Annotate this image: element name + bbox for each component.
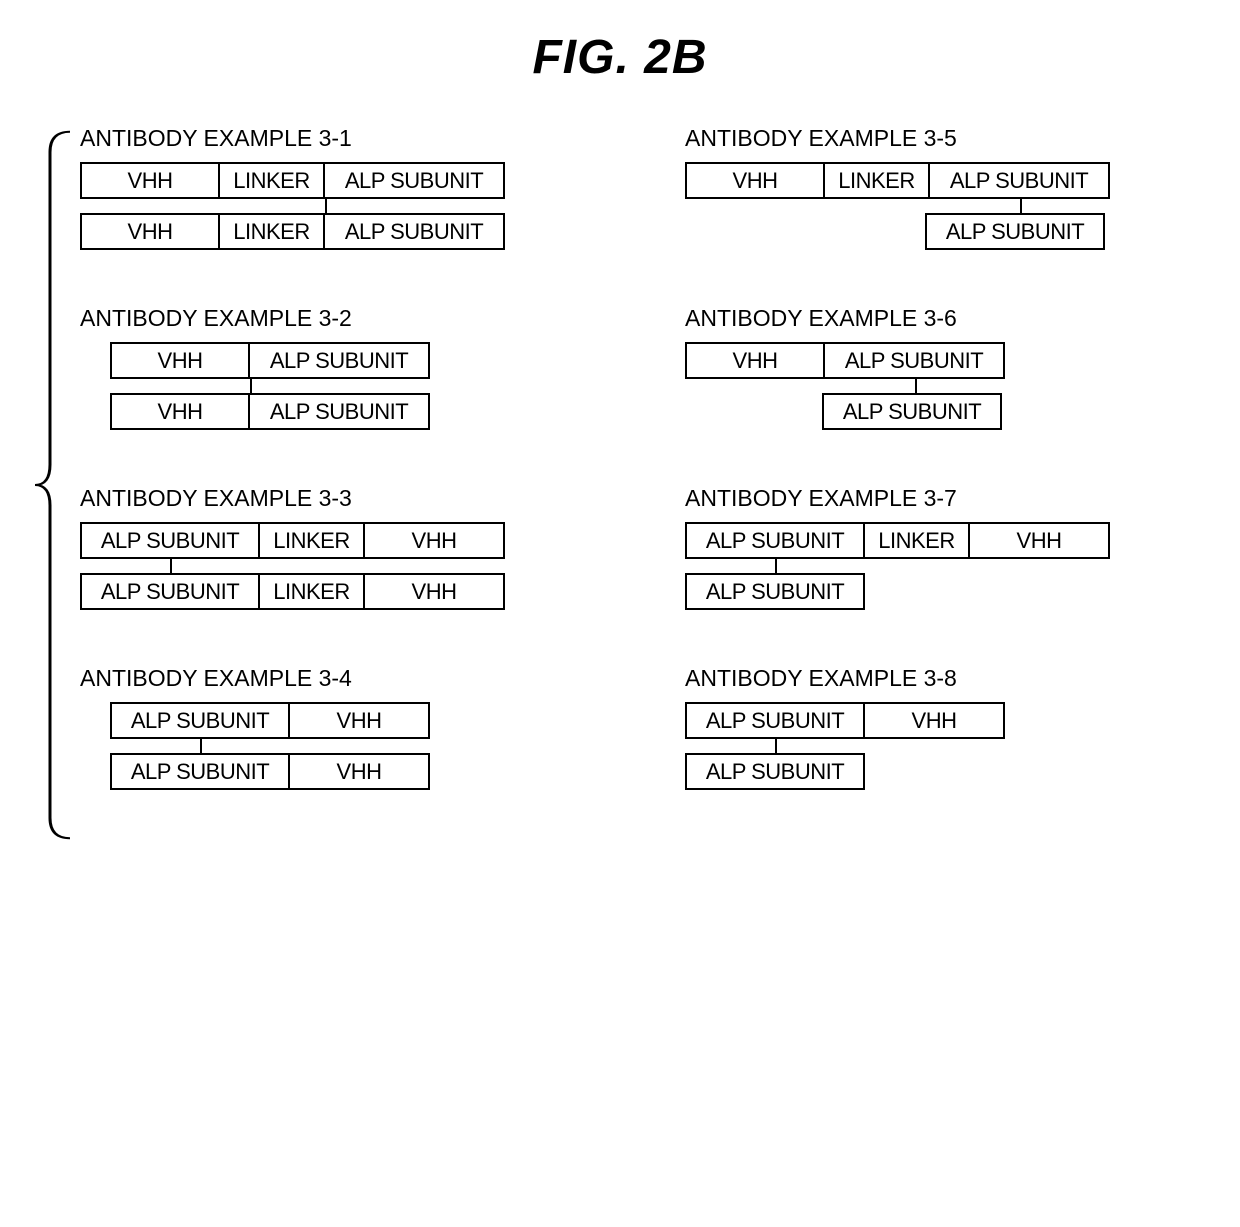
construct-pair: VHHLINKERALP SUBUNITALP SUBUNIT	[685, 162, 1210, 250]
alp-box: ALP SUBUNIT	[80, 522, 260, 559]
example-label: ANTIBODY EXAMPLE 3-7	[685, 485, 1210, 512]
alp-box: ALP SUBUNIT	[685, 753, 865, 790]
vhh-box: VHH	[80, 162, 220, 199]
vhh-box: VHH	[865, 702, 1005, 739]
alp-box: ALP SUBUNIT	[685, 522, 865, 559]
linker-box: LINKER	[220, 213, 325, 250]
example-label: ANTIBODY EXAMPLE 3-6	[685, 305, 1210, 332]
linker-box: LINKER	[260, 522, 365, 559]
connector-line	[200, 739, 202, 753]
construct-pair: VHHALP SUBUNITALP SUBUNIT	[685, 342, 1210, 430]
example-3-4: ANTIBODY EXAMPLE 3-4ALP SUBUNITVHHALP SU…	[80, 665, 605, 790]
vhh-box: VHH	[365, 573, 505, 610]
connector-line	[1020, 199, 1022, 213]
construct-top: VHHALP SUBUNIT	[685, 342, 1210, 379]
alp-box: ALP SUBUNIT	[685, 573, 865, 610]
connector-line	[250, 379, 252, 393]
alp-box: ALP SUBUNIT	[110, 702, 290, 739]
example-label: ANTIBODY EXAMPLE 3-5	[685, 125, 1210, 152]
connector-line	[170, 559, 172, 573]
linker-box: LINKER	[825, 162, 930, 199]
vhh-box: VHH	[110, 342, 250, 379]
vhh-box: VHH	[365, 522, 505, 559]
example-3-3: ANTIBODY EXAMPLE 3-3 ALP SUBUNITLINKERVHH…	[80, 485, 605, 610]
construct-pair: VHHLINKERALP SUBUNITVHHLINKERALP SUBUNIT	[80, 162, 605, 250]
connector-line	[325, 199, 327, 213]
construct-pair: ALP SUBUNITLINKERVHHALP SUBUNITLINKERVHH	[80, 522, 605, 610]
construct-bottom: ALP SUBUNIT	[685, 573, 1210, 610]
construct-bottom: VHHLINKERALP SUBUNIT	[80, 213, 605, 250]
example-3-2: ANTIBODY EXAMPLE 3-2VHHALP SUBUNITVHHALP…	[80, 305, 605, 430]
example-label: ANTIBODY EXAMPLE 3-2	[80, 305, 605, 332]
alp-box: ALP SUBUNIT	[325, 162, 505, 199]
content-wrapper: ANTIBODY EXAMPLE 3-1VHHLINKERALP SUBUNIT…	[30, 125, 1210, 845]
linker-box: LINKER	[260, 573, 365, 610]
construct-bottom: ALP SUBUNITVHH	[110, 753, 605, 790]
vhh-box: VHH	[110, 393, 250, 430]
example-label: ANTIBODY EXAMPLE 3-1	[80, 125, 605, 152]
alp-box: ALP SUBUNIT	[930, 162, 1110, 199]
alp-box: ALP SUBUNIT	[250, 342, 430, 379]
construct-pair: VHHALP SUBUNITVHHALP SUBUNIT	[110, 342, 605, 430]
construct-top: VHHALP SUBUNIT	[110, 342, 605, 379]
construct-top: VHHLINKERALP SUBUNIT	[80, 162, 605, 199]
alp-box: ALP SUBUNIT	[822, 393, 1002, 430]
construct-bottom: ALP SUBUNIT	[925, 213, 1210, 250]
example-3-6: ANTIBODY EXAMPLE 3-6VHHALP SUBUNITALP SU…	[685, 305, 1210, 430]
alp-box: ALP SUBUNIT	[250, 393, 430, 430]
construct-pair: ALP SUBUNITVHHALP SUBUNIT	[685, 702, 1210, 790]
alp-box: ALP SUBUNIT	[80, 573, 260, 610]
construct-top: ALP SUBUNITLINKERVHH	[685, 522, 1210, 559]
alp-box: ALP SUBUNIT	[110, 753, 290, 790]
connector-line	[775, 559, 777, 573]
left-brace	[30, 125, 80, 845]
column-right: ANTIBODY EXAMPLE 3-5VHHLINKERALP SUBUNIT…	[685, 125, 1210, 845]
example-3-5: ANTIBODY EXAMPLE 3-5VHHLINKERALP SUBUNIT…	[685, 125, 1210, 250]
example-3-8: ANTIBODY EXAMPLE 3-8ALP SUBUNITVHHALP SU…	[685, 665, 1210, 790]
example-label: ANTIBODY EXAMPLE 3-4	[80, 665, 605, 692]
vhh-box: VHH	[290, 702, 430, 739]
figure-title: FIG. 2B	[30, 30, 1210, 85]
construct-top: VHHLINKERALP SUBUNIT	[685, 162, 1210, 199]
example-label: ANTIBODY EXAMPLE 3-3	[80, 485, 605, 512]
columns-container: ANTIBODY EXAMPLE 3-1VHHLINKERALP SUBUNIT…	[80, 125, 1210, 845]
construct-top: ALP SUBUNITVHH	[685, 702, 1210, 739]
connector-line	[775, 739, 777, 753]
vhh-box: VHH	[80, 213, 220, 250]
alp-box: ALP SUBUNIT	[925, 213, 1105, 250]
construct-bottom: ALP SUBUNIT	[685, 753, 1210, 790]
construct-pair: ALP SUBUNITLINKERVHHALP SUBUNIT	[685, 522, 1210, 610]
construct-pair: ALP SUBUNITVHHALP SUBUNITVHH	[110, 702, 605, 790]
alp-box: ALP SUBUNIT	[825, 342, 1005, 379]
vhh-box: VHH	[290, 753, 430, 790]
connector-line	[915, 379, 917, 393]
linker-box: LINKER	[220, 162, 325, 199]
construct-top: ALP SUBUNITLINKERVHH	[80, 522, 605, 559]
column-left: ANTIBODY EXAMPLE 3-1VHHLINKERALP SUBUNIT…	[80, 125, 605, 845]
construct-bottom: ALP SUBUNIT	[822, 393, 1210, 430]
construct-top: ALP SUBUNITVHH	[110, 702, 605, 739]
alp-box: ALP SUBUNIT	[685, 702, 865, 739]
alp-box: ALP SUBUNIT	[325, 213, 505, 250]
vhh-box: VHH	[685, 162, 825, 199]
linker-box: LINKER	[865, 522, 970, 559]
construct-bottom: VHHALP SUBUNIT	[110, 393, 605, 430]
example-3-1: ANTIBODY EXAMPLE 3-1 VHHLINKERALP SUBUNIT…	[80, 125, 605, 250]
vhh-box: VHH	[970, 522, 1110, 559]
vhh-box: VHH	[685, 342, 825, 379]
example-3-7: ANTIBODY EXAMPLE 3-7 ALP SUBUNITLINKERVHH…	[685, 485, 1210, 610]
example-label: ANTIBODY EXAMPLE 3-8	[685, 665, 1210, 692]
construct-bottom: ALP SUBUNITLINKERVHH	[80, 573, 605, 610]
